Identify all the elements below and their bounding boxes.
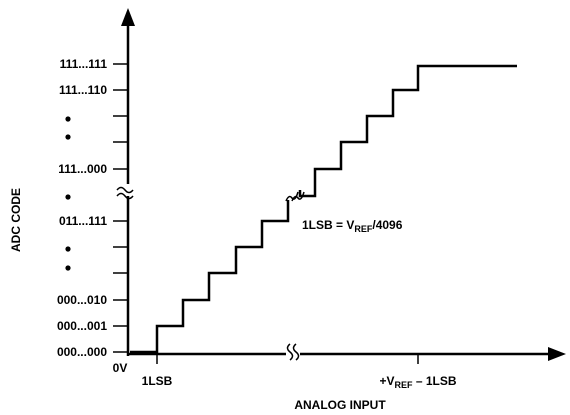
x-label-full-scale: +VREF – 1LSB bbox=[379, 374, 456, 390]
x-label-origin: 0V bbox=[113, 361, 128, 375]
y-label-second-from-bottom: 000...001 bbox=[57, 319, 107, 333]
x-axis-title: ANALOG INPUT bbox=[294, 398, 386, 412]
lsb-annotation-sub: REF bbox=[354, 224, 373, 234]
y-axis-title: ADC CODE bbox=[9, 188, 23, 252]
lsb-annotation-suffix: /4096 bbox=[372, 218, 402, 232]
y-label-upper-break: 111...000 bbox=[58, 162, 107, 176]
x-label-full-scale-prefix: +V bbox=[379, 374, 394, 388]
y-axis-break-icon bbox=[115, 184, 143, 200]
x-label-full-scale-sub: REF bbox=[395, 380, 414, 390]
y-axis-ellipsis-dots bbox=[65, 116, 71, 271]
staircase-break-icon bbox=[285, 191, 305, 202]
y-label-bottom: 000...000 bbox=[57, 345, 107, 359]
y-label-second: 111...110 bbox=[59, 83, 107, 97]
x-label-full-scale-suffix: – 1LSB bbox=[413, 374, 457, 388]
x-axis bbox=[128, 342, 566, 364]
y-label-top: 111...111 bbox=[60, 57, 108, 71]
x-label-first-step: 1LSB bbox=[142, 374, 173, 388]
lsb-annotation-prefix: 1LSB = V bbox=[302, 218, 354, 232]
y-label-lower-break: 011...111 bbox=[59, 214, 107, 228]
x-axis-break-icon bbox=[286, 342, 300, 364]
x-axis-arrowhead bbox=[548, 347, 566, 361]
y-axis bbox=[113, 8, 143, 356]
lsb-annotation: 1LSB = VREF/4096 bbox=[302, 218, 403, 234]
y-label-third-from-bottom: 000...010 bbox=[57, 293, 107, 307]
transfer-function-staircase bbox=[130, 64, 517, 354]
y-axis-arrowhead bbox=[121, 8, 135, 26]
